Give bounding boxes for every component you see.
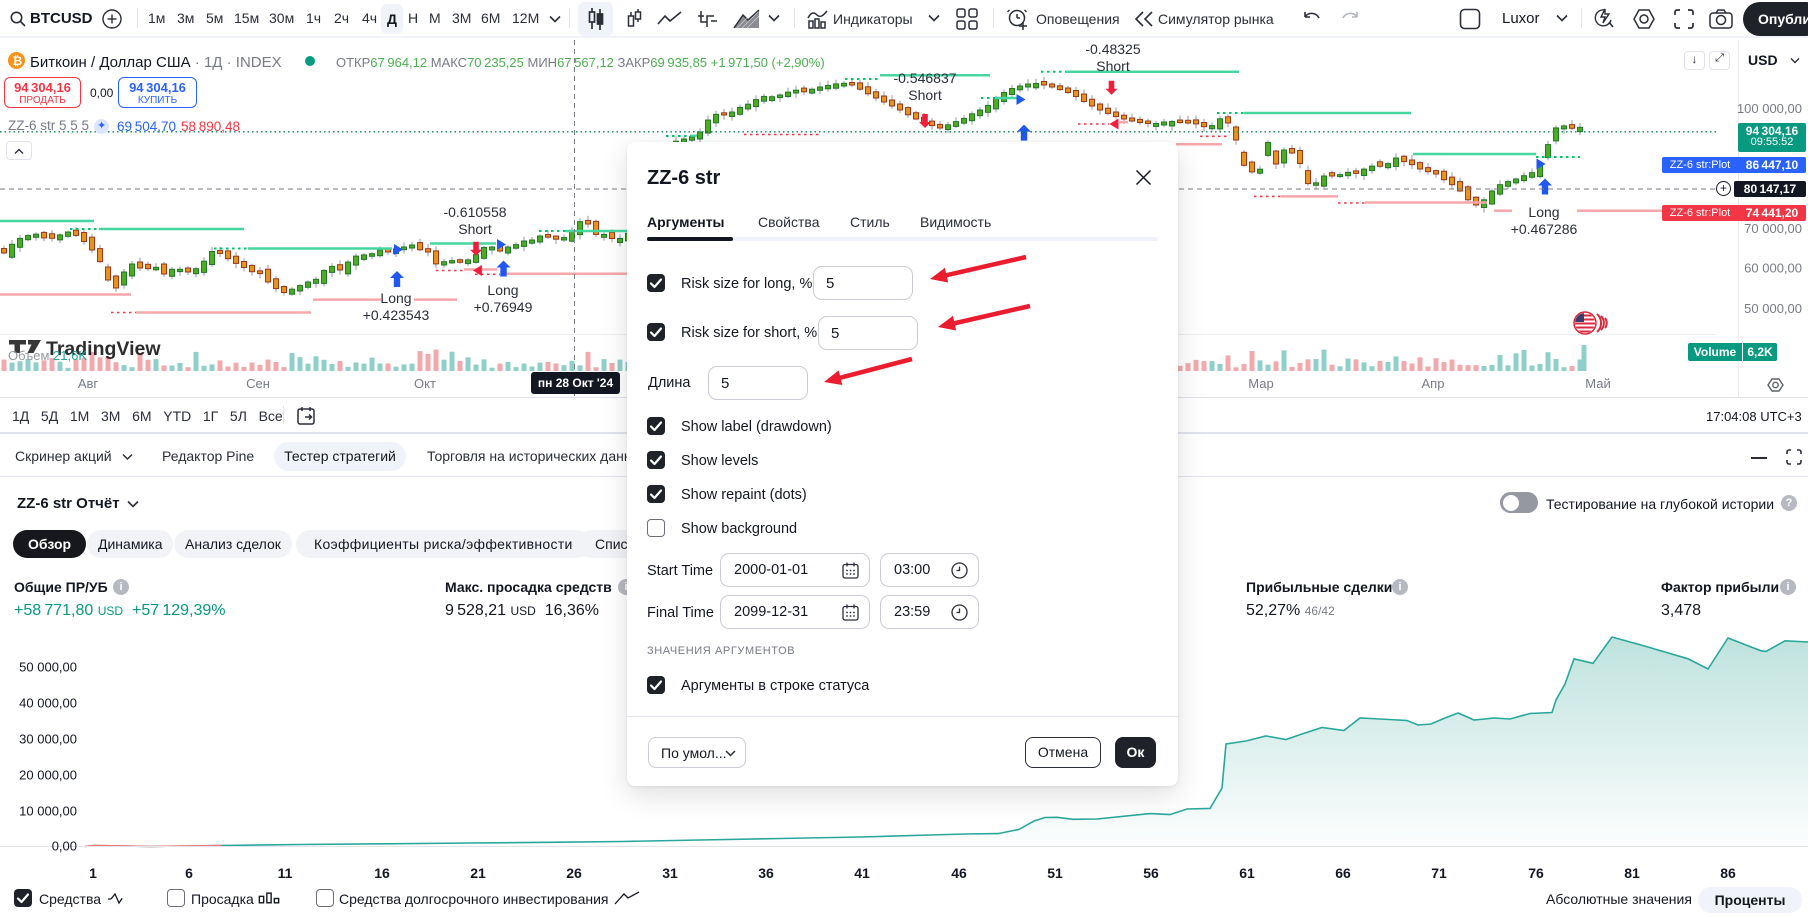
svg-text:-0.546837: -0.546837 bbox=[893, 70, 956, 86]
svg-text:50 000,00: 50 000,00 bbox=[19, 660, 77, 675]
svg-text:51: 51 bbox=[1047, 865, 1063, 881]
svg-text:0,00: 0,00 bbox=[52, 839, 77, 854]
svg-text:40 000,00: 40 000,00 bbox=[19, 696, 77, 711]
svg-text:81: 81 bbox=[1624, 865, 1640, 881]
svg-text:16: 16 bbox=[374, 865, 390, 881]
svg-text:46: 46 bbox=[951, 865, 967, 881]
svg-text:31: 31 bbox=[662, 865, 678, 881]
svg-text:61: 61 bbox=[1239, 865, 1255, 881]
svg-text:71: 71 bbox=[1431, 865, 1447, 881]
svg-text:Окт: Окт bbox=[414, 376, 436, 391]
svg-text:20 000,00: 20 000,00 bbox=[19, 768, 77, 783]
svg-text:21: 21 bbox=[470, 865, 486, 881]
svg-text:36: 36 bbox=[758, 865, 774, 881]
svg-text:TradingView: TradingView bbox=[46, 339, 161, 360]
svg-text:6: 6 bbox=[185, 865, 193, 881]
svg-text:Апр: Апр bbox=[1422, 376, 1445, 391]
svg-text:76: 76 bbox=[1528, 865, 1544, 881]
svg-text:50 000,00: 50 000,00 bbox=[1744, 301, 1802, 316]
svg-text:+0.423543: +0.423543 bbox=[363, 307, 430, 323]
svg-text:Сен: Сен bbox=[246, 376, 270, 391]
svg-text:Short: Short bbox=[458, 221, 492, 237]
svg-text:11: 11 bbox=[278, 865, 293, 881]
svg-text:-0.610558: -0.610558 bbox=[443, 204, 506, 220]
svg-text:Авг: Авг bbox=[78, 376, 99, 391]
svg-text:30 000,00: 30 000,00 bbox=[19, 732, 77, 747]
svg-text:Long: Long bbox=[380, 290, 411, 306]
svg-text:Long: Long bbox=[1528, 204, 1559, 220]
svg-text:+0.76949: +0.76949 bbox=[474, 299, 533, 315]
svg-text:-0.48325: -0.48325 bbox=[1085, 41, 1140, 57]
svg-text:100 000,00: 100 000,00 bbox=[1737, 101, 1802, 116]
svg-text:Short: Short bbox=[1096, 58, 1130, 74]
svg-text:60 000,00: 60 000,00 bbox=[1744, 261, 1802, 276]
svg-text:Мар: Мар bbox=[1248, 376, 1273, 391]
svg-text:Май: Май bbox=[1585, 376, 1610, 391]
svg-text:1: 1 bbox=[89, 865, 97, 881]
svg-text:10 000,00: 10 000,00 bbox=[19, 804, 77, 819]
svg-text:Long: Long bbox=[487, 282, 518, 298]
svg-text:66: 66 bbox=[1335, 865, 1351, 881]
svg-text:26: 26 bbox=[566, 865, 582, 881]
svg-text:41: 41 bbox=[854, 865, 870, 881]
svg-text:70 000,00: 70 000,00 bbox=[1744, 221, 1802, 236]
svg-text:56: 56 bbox=[1143, 865, 1159, 881]
svg-text:+0.467286: +0.467286 bbox=[1511, 221, 1578, 237]
svg-text:Short: Short bbox=[908, 87, 942, 103]
svg-text:86: 86 bbox=[1720, 865, 1736, 881]
